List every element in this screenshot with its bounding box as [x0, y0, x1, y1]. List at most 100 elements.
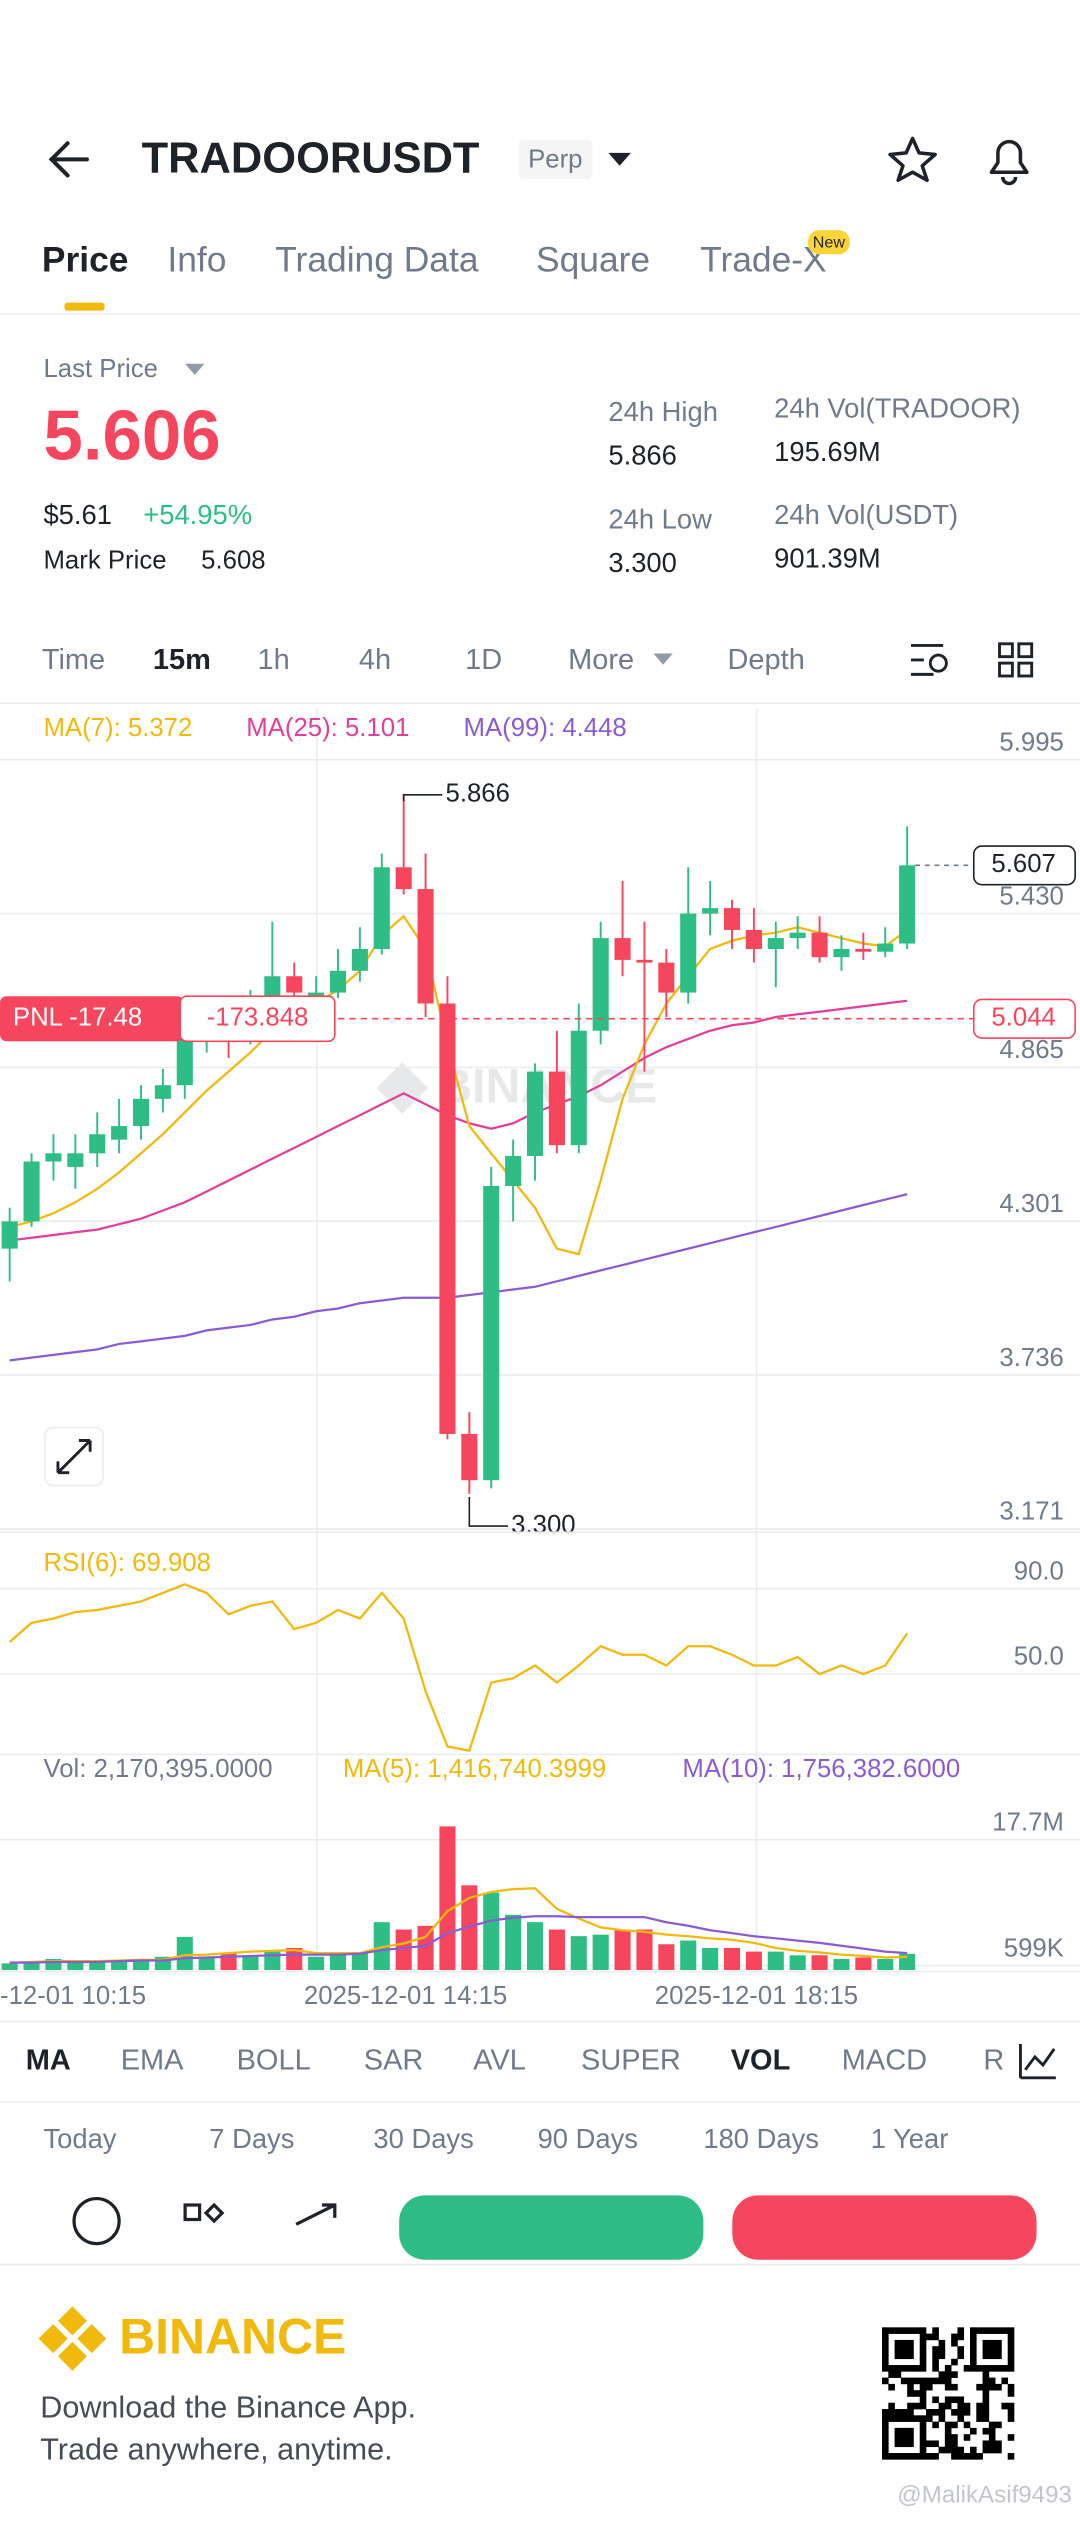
qr-module — [951, 2440, 958, 2448]
volume-bar — [242, 1955, 259, 1971]
qr-module — [970, 2358, 977, 2366]
candle-body — [483, 1185, 500, 1481]
action-icon[interactable] — [295, 2203, 337, 2226]
period-option[interactable]: 180 Days — [703, 2123, 819, 2154]
qr-module — [1001, 2402, 1009, 2410]
indicator-option[interactable]: AVL — [473, 2044, 526, 2076]
period-option[interactable]: 90 Days — [538, 2123, 638, 2154]
qr-module — [882, 2346, 889, 2353]
qr-module — [988, 2383, 996, 2391]
volume-legend: Vol: 2,170,395.0000 — [43, 1755, 272, 1783]
interval-option[interactable]: More — [568, 644, 634, 676]
indicator-option[interactable]: MA — [26, 2044, 71, 2076]
usd-price: $5.61 — [43, 499, 111, 530]
y-tick-label: 3.736 — [999, 1344, 1063, 1372]
more-dropdown[interactable] — [653, 653, 673, 665]
qr-module — [1007, 2333, 1015, 2341]
high-marker — [402, 794, 443, 802]
qr-module — [894, 2434, 902, 2441]
qr-module — [926, 2333, 933, 2341]
period-option[interactable]: 1 Year — [871, 2123, 949, 2154]
tab[interactable]: Trading Data — [275, 240, 479, 280]
action-icon[interactable] — [183, 2202, 225, 2224]
badge-bg — [518, 140, 593, 179]
qr-module — [957, 2346, 965, 2353]
interval-option[interactable]: Time — [42, 644, 105, 676]
indicator-settings-icon[interactable] — [1018, 2044, 1056, 2080]
volume-bar — [548, 1929, 565, 1971]
qr-module — [982, 2409, 990, 2416]
qr-module — [1001, 2377, 1009, 2385]
buy-button[interactable] — [399, 2195, 704, 2260]
qr-module — [957, 2402, 965, 2410]
qr-module — [894, 2371, 902, 2378]
qr-module — [988, 2327, 996, 2334]
qr-module — [988, 2377, 996, 2385]
qr-module — [982, 2365, 990, 2372]
period-option[interactable]: Today — [43, 2123, 116, 2154]
sell-button[interactable] — [732, 2195, 1037, 2260]
qr-module — [944, 2396, 952, 2404]
back-button[interactable] — [48, 141, 89, 178]
interval-option[interactable]: 1h — [258, 644, 290, 676]
qr-module — [882, 2339, 889, 2347]
tab[interactable]: Square — [536, 240, 650, 280]
indicator-option[interactable]: VOL — [731, 2044, 791, 2076]
chart-settings-icon[interactable] — [910, 643, 948, 676]
interval-option[interactable]: Depth — [728, 644, 805, 676]
candle-body — [308, 992, 325, 999]
volume-bar — [833, 1958, 850, 1971]
qr-module — [995, 2339, 1002, 2347]
period-option[interactable]: 30 Days — [373, 2123, 473, 2154]
pnl-value-box — [179, 995, 336, 1043]
tab[interactable]: Price — [42, 240, 129, 280]
qr-module — [963, 2365, 971, 2372]
qr-module — [1001, 2327, 1009, 2334]
indicator-option[interactable]: BOLL — [237, 2044, 311, 2076]
qr-module — [932, 2421, 939, 2429]
tab[interactable]: Trade-X — [700, 240, 827, 280]
qr-module — [957, 2396, 965, 2404]
indicator-option[interactable]: EMA — [121, 2044, 184, 2076]
qr-module — [970, 2333, 977, 2341]
candle-body — [592, 938, 609, 1031]
qr-module — [882, 2352, 889, 2360]
qr-module — [926, 2409, 933, 2416]
qr-module — [900, 2453, 908, 2460]
indicator-option[interactable]: SUPER — [581, 2044, 681, 2076]
qr-module — [944, 2365, 952, 2372]
period-option[interactable]: 7 Days — [209, 2123, 294, 2154]
candle-body — [154, 1085, 171, 1099]
qr-module — [907, 2346, 914, 2353]
tab[interactable]: Info — [167, 240, 226, 280]
symbol-dropdown[interactable] — [608, 152, 631, 166]
qr-module — [894, 2339, 902, 2347]
qr-module — [913, 2390, 921, 2397]
layout-icon[interactable] — [998, 642, 1034, 678]
price-change: +54.95% — [143, 499, 252, 530]
interval-option[interactable]: 1D — [465, 644, 502, 676]
indicator-option[interactable]: MACD — [842, 2044, 927, 2076]
footer-panel — [0, 2264, 1080, 2529]
indicator-option[interactable]: SAR — [364, 2044, 424, 2076]
qr-module — [919, 2396, 927, 2404]
qr-module — [907, 2453, 914, 2460]
qr-module — [1007, 2409, 1015, 2416]
interval-option[interactable]: 15m — [153, 644, 211, 676]
volume-bar — [767, 1951, 784, 1971]
favorite-button[interactable] — [888, 136, 937, 183]
stat-label: 24h Vol(USDT) — [774, 499, 958, 530]
action-icon[interactable] — [72, 2196, 121, 2246]
interval-option[interactable]: 4h — [359, 644, 391, 676]
candle-body — [548, 1071, 565, 1146]
tab-bar: Price Info Trading Data Square Trade-X — [42, 240, 827, 280]
qr-module — [882, 2333, 889, 2341]
qr-module — [944, 2402, 952, 2410]
qr-module — [919, 2339, 927, 2347]
volume-bar — [592, 1934, 609, 1971]
qr-module — [995, 2346, 1002, 2353]
alert-button[interactable] — [989, 139, 1029, 186]
candle-body — [877, 943, 894, 952]
qr-module — [919, 2333, 927, 2341]
last-price-dropdown[interactable] — [185, 363, 205, 376]
